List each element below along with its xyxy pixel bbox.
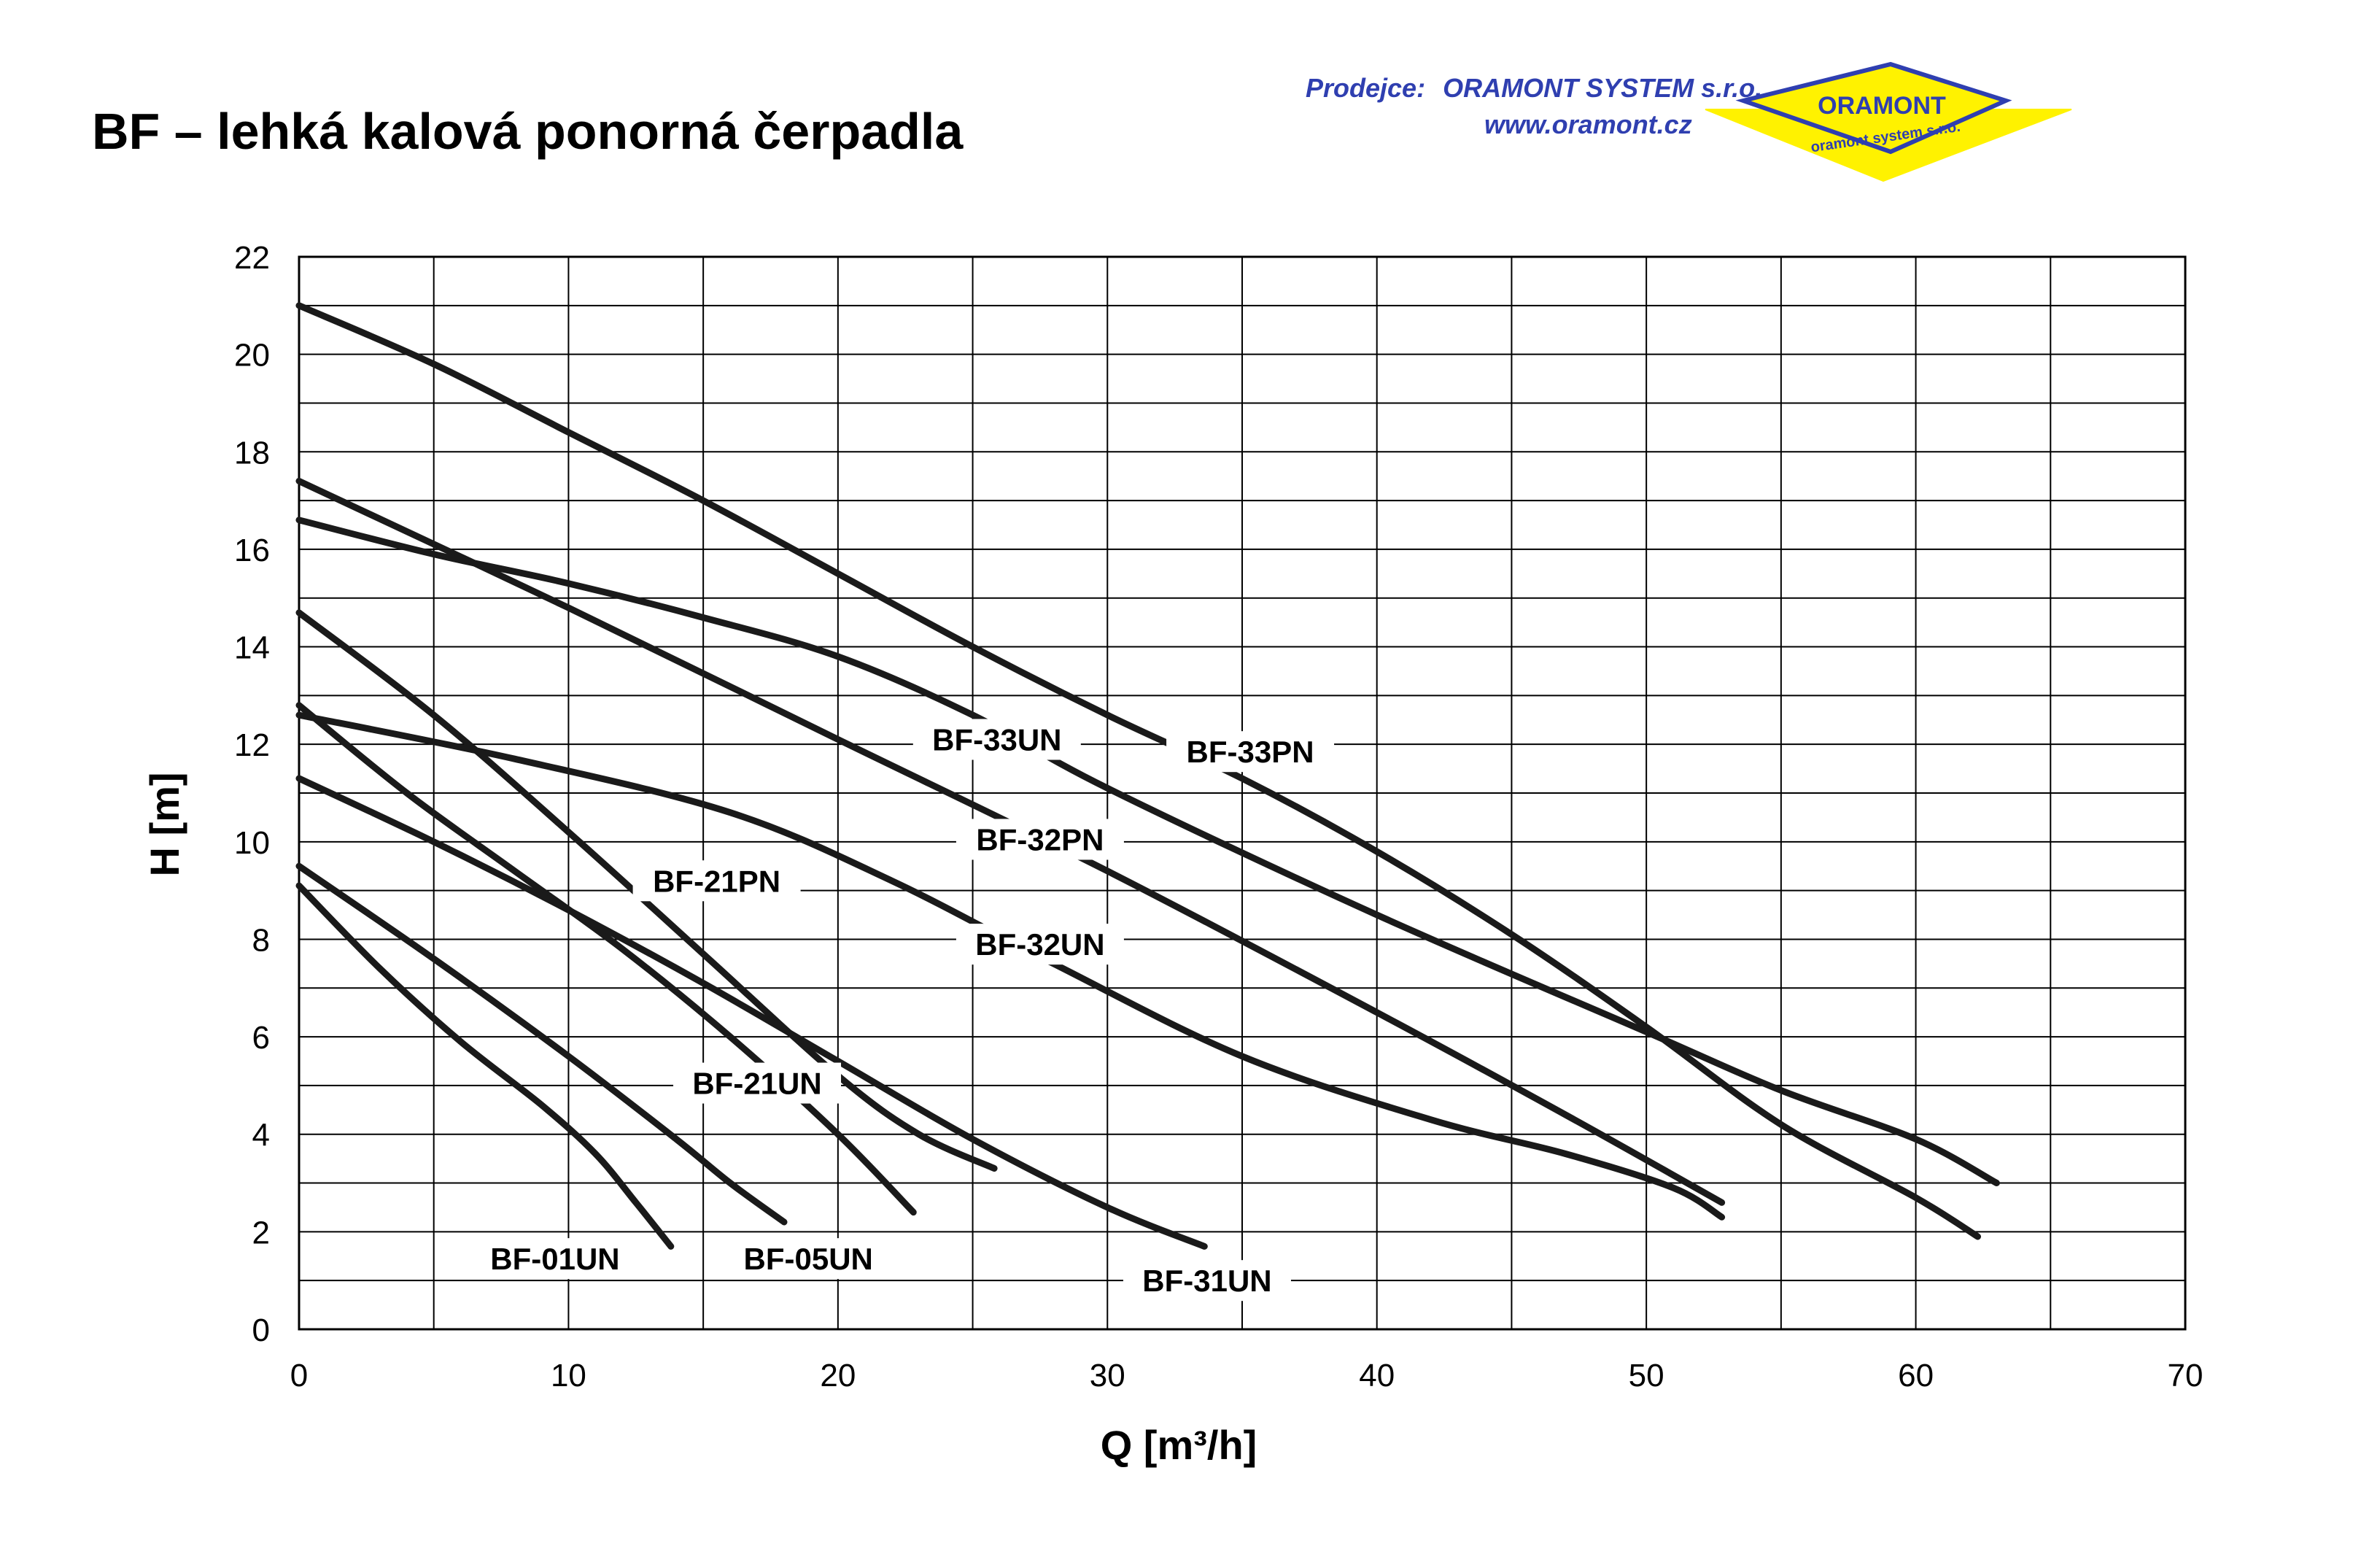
y-tick-label: 0 [252, 1312, 270, 1348]
y-tick-label: 16 [234, 533, 270, 568]
y-tick-label: 18 [234, 435, 270, 471]
x-tick-label: 0 [290, 1358, 308, 1393]
chart-grid [298, 255, 2187, 1331]
pump-curves [295, 302, 2000, 1250]
y-tick-label: 14 [234, 630, 270, 666]
company-logo: ORAMONT oramont system s.r.o. [1705, 61, 2072, 182]
curve-label-bg [1123, 1260, 1291, 1302]
seller-label: Prodejce: [1306, 73, 1426, 103]
curve-label-bf-21pn: BF-21PN [653, 864, 780, 898]
curve-bf-21pn [295, 609, 998, 1172]
curve-label-bg [724, 1238, 893, 1280]
y-tick-label: 6 [252, 1020, 270, 1056]
x-tick-label: 10 [551, 1358, 586, 1393]
curve-label-bg [470, 1238, 639, 1280]
curve-label-bf-31un: BF-31UN [1142, 1264, 1271, 1298]
y-tick-label: 4 [252, 1118, 270, 1153]
x-tick-label: 20 [820, 1358, 856, 1393]
curve-bf-31un [295, 775, 1208, 1250]
curve-label-bg [673, 1062, 842, 1104]
y-tick-label: 20 [234, 338, 270, 374]
logo-badge [1735, 61, 2012, 155]
y-axis-title: H [m] [142, 772, 187, 876]
x-tick-label: 70 [2168, 1358, 2203, 1393]
curve-label-bg [912, 719, 1081, 760]
curve-bf-21un [295, 702, 917, 1216]
y-tick-label: 12 [234, 727, 270, 763]
x-tick-label: 50 [1629, 1358, 1664, 1393]
logo-text: ORAMONT [1818, 92, 1946, 120]
curve-label-bg [956, 819, 1124, 860]
curve-bf-33un [295, 517, 2000, 1186]
curve-label-bg [956, 924, 1124, 965]
curve-label-bg [1166, 731, 1335, 773]
curve-bf-01un [295, 882, 675, 1250]
curve-labels: BF-01UN BF-05UN BF-21UN BF-21PN BF-31UN BF-32… [470, 719, 1335, 1302]
curve-label-bf-33un: BF-33UN [932, 723, 1061, 757]
curve-label-bf-21un: BF-21UN [692, 1067, 821, 1101]
curve-bf-33pn [295, 302, 1981, 1240]
plot-frame [298, 255, 2187, 1331]
curve-label-bg [632, 860, 801, 902]
curve-label-bf-32pn: BF-32PN [976, 822, 1104, 857]
curve-bf-05un [295, 862, 788, 1226]
x-tick-label: 40 [1359, 1358, 1395, 1393]
curve-label-bf-32un: BF-32UN [975, 927, 1104, 962]
x-tick-label: 30 [1090, 1358, 1125, 1393]
axis-ticks: 0 10 20 30 40 50 60 70 0 2 4 6 8 10 12 14 16 18 20 22 [234, 240, 2203, 1393]
curve-label-bf-01un: BF-01UN [490, 1242, 619, 1276]
x-tick-label: 60 [1898, 1358, 1934, 1393]
curve-label-bf-05un: BF-05UN [744, 1242, 873, 1276]
seller-company: ORAMONT SYSTEM s.r.o. [1443, 73, 1763, 103]
curve-label-bf-33pn: BF-33PN [1187, 735, 1314, 769]
curve-bf-32un [295, 711, 1726, 1221]
y-tick-label: 2 [252, 1215, 270, 1250]
y-tick-label: 10 [234, 825, 270, 861]
page-title: BF – lehká kalová ponorná čerpadla [92, 103, 964, 160]
y-tick-label: 8 [252, 922, 270, 958]
y-tick-label: 22 [234, 240, 270, 276]
seller-info: Prodejce: ORAMONT SYSTEM s.r.o. www.oram… [1306, 70, 1762, 143]
seller-url[interactable]: www.oramont.cz [1484, 109, 1692, 139]
x-axis-title: Q [m³/h] [1101, 1422, 1257, 1468]
